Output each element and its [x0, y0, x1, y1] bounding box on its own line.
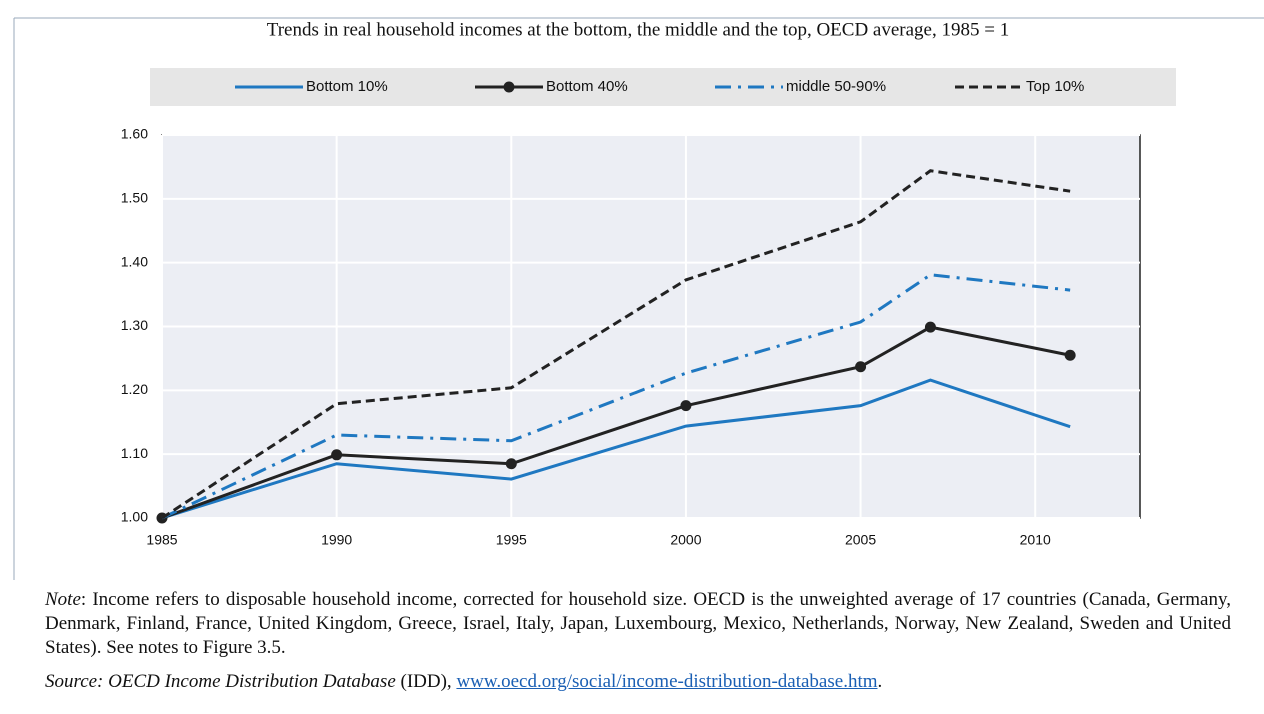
- point-marker: [680, 400, 692, 412]
- source-end: .: [877, 671, 883, 692]
- y-tick-label: 1.10: [121, 445, 148, 461]
- source-label: Source: OECD Income Distribution Databas…: [45, 671, 396, 692]
- notes: Note: Income refers to disposable househ…: [45, 588, 1231, 704]
- legend-label: Bottom 10%: [306, 78, 388, 95]
- series-line: [161, 169, 1071, 520]
- y-tick-label: 1.40: [121, 253, 148, 269]
- legend-box: [150, 68, 1176, 106]
- note-label: Note: [45, 589, 81, 610]
- x-tick-label: 1990: [321, 532, 352, 548]
- note: Note: Income refers to disposable househ…: [45, 588, 1231, 660]
- y-tick-label: 1.50: [121, 190, 148, 206]
- legend-marker: [503, 81, 515, 93]
- x-tick-label: 1995: [496, 532, 527, 548]
- x-tick-label: 2000: [670, 532, 701, 548]
- point-marker: [331, 449, 343, 461]
- y-tick-label: 1.20: [121, 381, 148, 397]
- point-marker: [1064, 349, 1076, 361]
- chart: Trends in real household incomes at the …: [13, 17, 1264, 580]
- y-tick-label: 1.00: [121, 509, 148, 525]
- note-text: : Income refers to disposable household …: [45, 589, 1231, 658]
- point-marker: [505, 458, 517, 470]
- y-tick-label: 1.30: [121, 317, 148, 333]
- legend-label: Top 10%: [1026, 78, 1084, 95]
- series-line: [161, 378, 1071, 520]
- x-tick-label: 2010: [1020, 532, 1051, 548]
- y-tick-label: 1.60: [121, 126, 148, 142]
- legend-label: middle 50-90%: [786, 78, 886, 95]
- x-tick-label: 2005: [845, 532, 876, 548]
- chart-title: Trends in real household incomes at the …: [267, 19, 1009, 40]
- point-marker: [924, 321, 936, 333]
- source-link[interactable]: www.oecd.org/social/income-distribution-…: [456, 671, 878, 692]
- source-text: (IDD),: [395, 671, 457, 692]
- source: Source: OECD Income Distribution Databas…: [45, 670, 1231, 694]
- x-tick-label: 1985: [146, 532, 177, 548]
- point-marker: [855, 361, 867, 373]
- legend-label: Bottom 40%: [546, 78, 628, 95]
